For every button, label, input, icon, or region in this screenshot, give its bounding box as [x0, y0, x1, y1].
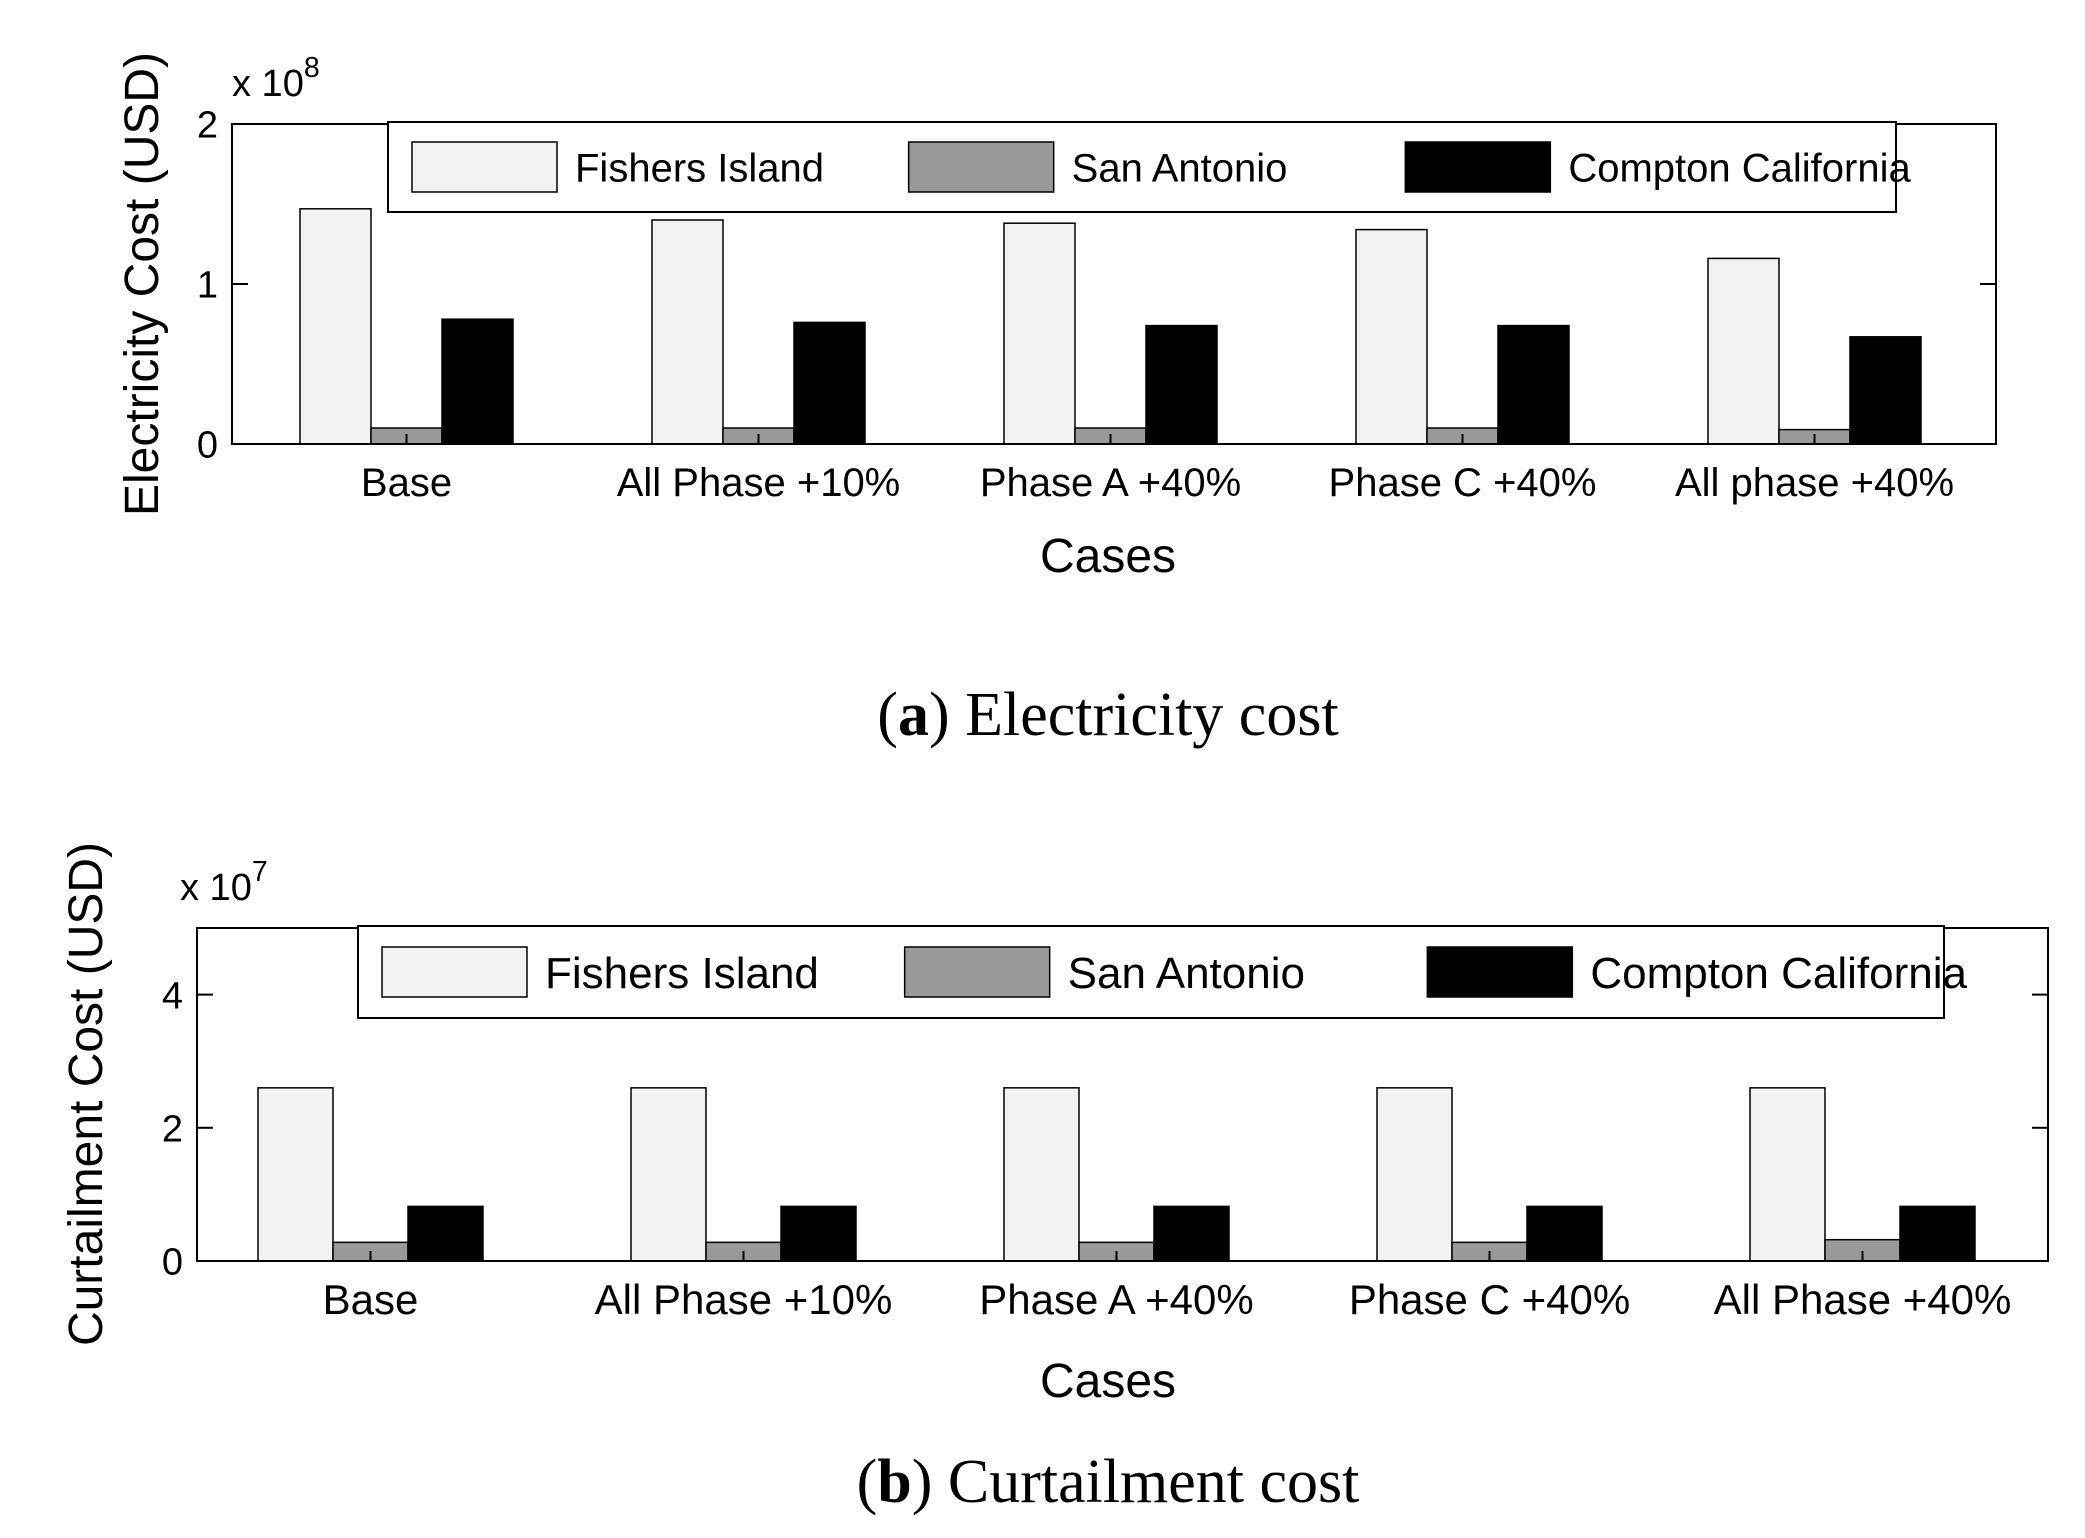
x-tick-label: Phase C +40% — [1329, 461, 1597, 505]
x-tick-label: All Phase +40% — [1714, 1276, 2012, 1323]
x-tick-label: All phase +40% — [1675, 461, 1954, 505]
bar-compton-california-3 — [1526, 1205, 1603, 1262]
x-tick-label: Base — [361, 461, 452, 505]
caption: (a) Electricity cost — [877, 681, 1338, 749]
y-tick-label: 1 — [197, 265, 218, 307]
y-multiplier: x 107 — [180, 856, 268, 909]
x-tick-label: Base — [323, 1276, 419, 1323]
y-axis-label: Curtailment Cost (USD) — [60, 842, 113, 1346]
y-tick-label: 0 — [162, 1242, 183, 1284]
legend-swatch-fishers-island — [381, 946, 528, 998]
chart-a: Base All Phase +10% Phase A +40% Phase C +4… — [116, 52, 1997, 749]
caption-letter: a — [898, 681, 929, 749]
bar-fishers-island-2 — [1003, 1087, 1080, 1262]
legend-label: San Antonio — [1072, 146, 1288, 190]
legend-swatch-san-antonio — [903, 946, 1051, 998]
bar-compton-california-2 — [1145, 324, 1218, 445]
bar-compton-california-1 — [793, 321, 866, 445]
legend-swatch-san-antonio — [907, 141, 1055, 193]
legend-label: Compton California — [1590, 949, 1967, 998]
x-tick-label: Phase A +40% — [979, 1276, 1253, 1323]
bar-compton-california-2 — [1153, 1205, 1230, 1262]
bar-compton-california-0 — [441, 318, 514, 445]
legend-swatch-compton-california — [1426, 946, 1574, 998]
caption-letter: b — [877, 1448, 911, 1516]
y-multiplier-exponent: 7 — [252, 856, 268, 888]
y-tick-label: 4 — [162, 975, 183, 1017]
legend-swatch-fishers-island — [411, 141, 558, 193]
y-multiplier: x 108 — [232, 52, 320, 105]
bar-fishers-island-1 — [651, 219, 724, 445]
y-tick-label: 2 — [197, 105, 218, 147]
legend-label: Fishers Island — [545, 949, 819, 998]
bar-compton-california-1 — [780, 1205, 857, 1262]
bar-fishers-island-3 — [1355, 228, 1428, 445]
bar-fishers-island-0 — [299, 208, 372, 445]
bar-compton-california-4 — [1899, 1205, 1976, 1262]
legend-swatch-compton-california — [1404, 141, 1552, 193]
bar-compton-california-0 — [407, 1205, 484, 1262]
x-axis-label: Cases — [1040, 530, 1176, 583]
legend-label: Fishers Island — [575, 146, 824, 190]
y-tick-label: 2 — [162, 1108, 183, 1150]
y-tick-label: 0 — [197, 425, 218, 467]
x-tick-label: All Phase +10% — [595, 1276, 893, 1323]
x-tick-label: Phase A +40% — [980, 461, 1241, 505]
legend-box — [357, 925, 1945, 1019]
bar-fishers-island-4 — [1749, 1087, 1826, 1262]
bar-compton-california-4 — [1849, 336, 1922, 445]
legend-label: Compton California — [1568, 146, 1911, 190]
y-axis-label: Electricity Cost (USD) — [116, 52, 169, 516]
x-tick-label: All Phase +10% — [617, 461, 901, 505]
bar-fishers-island-2 — [1003, 222, 1076, 445]
caption: (b) Curtailment cost — [857, 1448, 1360, 1516]
x-axis-label: Cases — [1040, 1355, 1176, 1408]
chart-b: Base All Phase +10% Phase A +40% Phase C +4… — [60, 842, 2049, 1516]
bar-fishers-island-1 — [630, 1087, 707, 1262]
bar-fishers-island-3 — [1376, 1087, 1453, 1262]
legend-label: San Antonio — [1068, 949, 1305, 998]
x-tick-label: Phase C +40% — [1349, 1276, 1630, 1323]
y-multiplier-exponent: 8 — [304, 52, 320, 84]
bar-compton-california-3 — [1497, 324, 1570, 445]
legend-box — [387, 121, 1897, 213]
bar-fishers-island-0 — [257, 1087, 334, 1262]
bar-fishers-island-4 — [1707, 257, 1780, 445]
